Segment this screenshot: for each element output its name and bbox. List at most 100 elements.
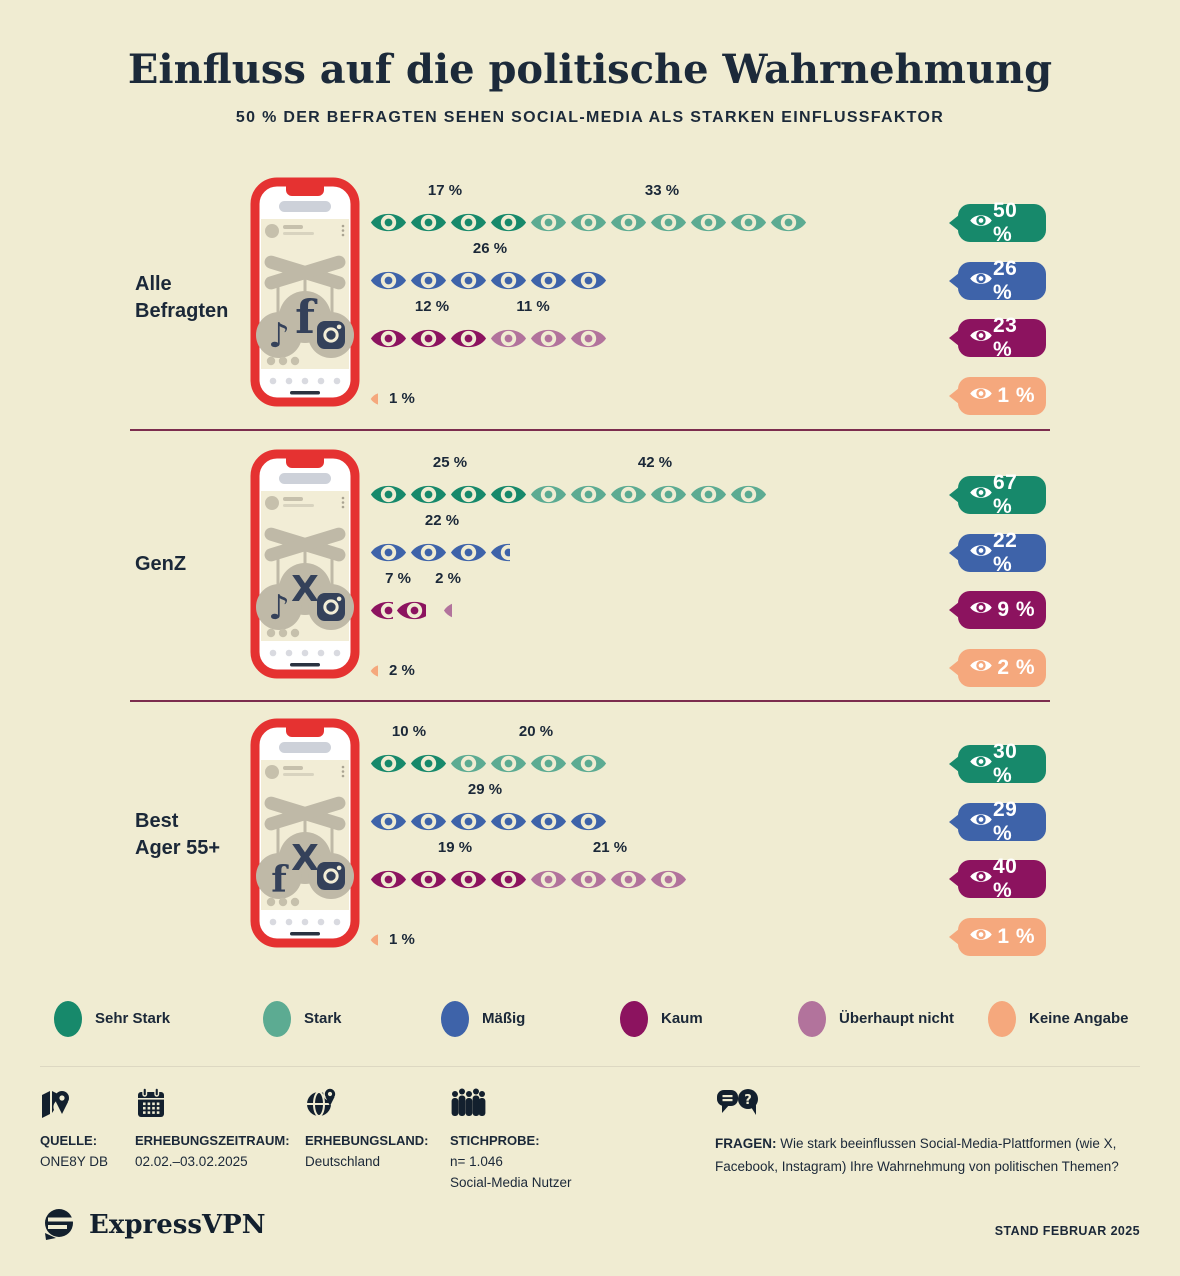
partial-eye-icon	[490, 538, 510, 567]
eye-icon	[370, 266, 407, 295]
section-divider	[130, 700, 1050, 702]
badge-tail	[949, 273, 959, 289]
instagram-icon	[317, 862, 345, 890]
badge-value: 2 %	[997, 656, 1035, 679]
legend-label: Überhaupt nicht	[839, 1010, 954, 1027]
inline-percent-label: 1 %	[389, 931, 415, 948]
total-percent-badge: 2 %	[949, 649, 1046, 687]
phone-notch	[286, 185, 324, 196]
expressvpn-logo-icon	[45, 1209, 74, 1240]
eye-icon	[570, 480, 607, 509]
eye-icon	[530, 480, 567, 509]
eye-icon	[969, 269, 993, 293]
total-percent-badge: 50 %	[949, 199, 1046, 246]
eye-icon	[610, 865, 647, 894]
eye-icon	[969, 326, 993, 350]
footer-item-label: ERHEBUNGSLAND:	[305, 1133, 429, 1148]
phone-notch	[286, 726, 324, 737]
total-percent-badge: 23 %	[949, 314, 1046, 361]
badge-value: 26 %	[993, 257, 1018, 304]
badge-tail	[949, 215, 959, 231]
eye-icon	[530, 865, 567, 894]
eye-icon	[690, 208, 727, 237]
eye-icon	[530, 208, 567, 237]
segment-percent-label: 7 %	[385, 570, 411, 587]
footer-item-value: Deutschland	[305, 1154, 381, 1169]
segment-percent-label: 22 %	[424, 512, 460, 529]
badge-tail	[949, 602, 959, 618]
eye-icon	[370, 807, 407, 836]
footer-item-label: STICHPROBE:	[450, 1133, 540, 1148]
footer-item: ERHEBUNGSZEITRAUM: 02.02.–03.02.2025	[135, 1086, 290, 1169]
eye-icon	[969, 541, 993, 565]
legend-dot-icon	[54, 1000, 82, 1037]
legend-item: Stark	[263, 1000, 342, 1037]
eye-icon	[410, 807, 447, 836]
eye-icon	[969, 483, 993, 507]
group-label: Alle Befragten	[135, 273, 229, 322]
eye-icon	[969, 925, 993, 949]
segment-percent-label: 42 %	[637, 454, 673, 471]
smartphone-illustration: f ♪	[250, 177, 360, 407]
footer-item-value: 02.02.–03.02.2025	[135, 1154, 248, 1169]
chat-question-icon: ?	[717, 1089, 758, 1115]
eye-icon	[490, 807, 527, 836]
footer-item: QUELLE: ONE8Y DB	[40, 1086, 108, 1169]
badge-value: 29 %	[993, 798, 1018, 845]
group-section: Alle Befragten f ♪	[0, 175, 1180, 430]
eye-icon	[370, 538, 407, 567]
eye-icon	[730, 480, 767, 509]
smartphone-illustration: X f	[250, 718, 360, 948]
eye-icon	[570, 865, 607, 894]
footer-item-value: Social-Media Nutzer	[450, 1175, 572, 1190]
partial-eye-icon	[370, 660, 378, 682]
stand-date: STAND FEBRUAR 2025	[994, 1224, 1140, 1238]
total-percent-badge: 67 %	[949, 471, 1046, 518]
eye-icon	[650, 480, 687, 509]
total-percent-badge: 30 %	[949, 740, 1046, 787]
legend-item: Kaum	[620, 1000, 703, 1037]
legend-label: Mäßig	[482, 1010, 526, 1027]
eye-row: 10 % 20 %	[370, 723, 607, 778]
eye-row: 1 %	[370, 925, 415, 954]
badge-value: 1 %	[997, 925, 1035, 948]
eye-icon	[490, 208, 527, 237]
group-section: GenZ X ♪	[0, 447, 1180, 702]
footer-item: ERHEBUNGSLAND: Deutschland	[305, 1086, 429, 1169]
segment-percent-label: 17 %	[427, 182, 463, 199]
segment-percent-label: 12 %	[414, 298, 450, 315]
eye-icon	[450, 807, 487, 836]
eye-icon	[530, 266, 567, 295]
eye-row: 12 % 11 %	[370, 298, 607, 353]
footer-item: ? FRAGEN: Wie stark beeinflussen Social-M…	[715, 1086, 1147, 1179]
segment-percent-label: 20 %	[518, 723, 554, 740]
legend-dot-icon	[988, 1000, 1016, 1037]
badge-value: 67 %	[993, 471, 1018, 518]
segment-percent-label: 10 %	[391, 723, 427, 740]
eye-icon	[969, 384, 993, 408]
eye-row: 22 %	[370, 512, 510, 567]
eye-icon	[450, 324, 487, 353]
footer-item: STICHPROBE: n= 1.046 Social-Media Nutzer	[450, 1086, 572, 1190]
svg-text:?: ?	[744, 1093, 752, 1108]
footer-item-label: QUELLE:	[40, 1133, 98, 1148]
map-icon	[42, 1091, 69, 1118]
badge-value: 30 %	[993, 740, 1018, 787]
segment-percent-label: 26 %	[472, 240, 508, 257]
eye-icon	[530, 749, 567, 778]
eye-icon	[450, 865, 487, 894]
eye-icon	[969, 867, 993, 891]
eye-icon	[370, 208, 407, 237]
eye-icon	[410, 480, 447, 509]
home-indicator	[290, 932, 320, 936]
status-pill	[279, 473, 331, 484]
globe-icon	[307, 1087, 337, 1117]
total-percent-badge: 9 %	[949, 591, 1046, 629]
partial-eye-icon	[396, 596, 426, 625]
total-percent-badge: 22 %	[949, 529, 1046, 576]
total-percent-badge: 1 %	[949, 377, 1046, 415]
eye-icon	[450, 538, 487, 567]
inline-percent-label: 2 %	[389, 662, 415, 679]
eye-icon	[370, 865, 407, 894]
eye-row: 26 %	[370, 240, 607, 295]
